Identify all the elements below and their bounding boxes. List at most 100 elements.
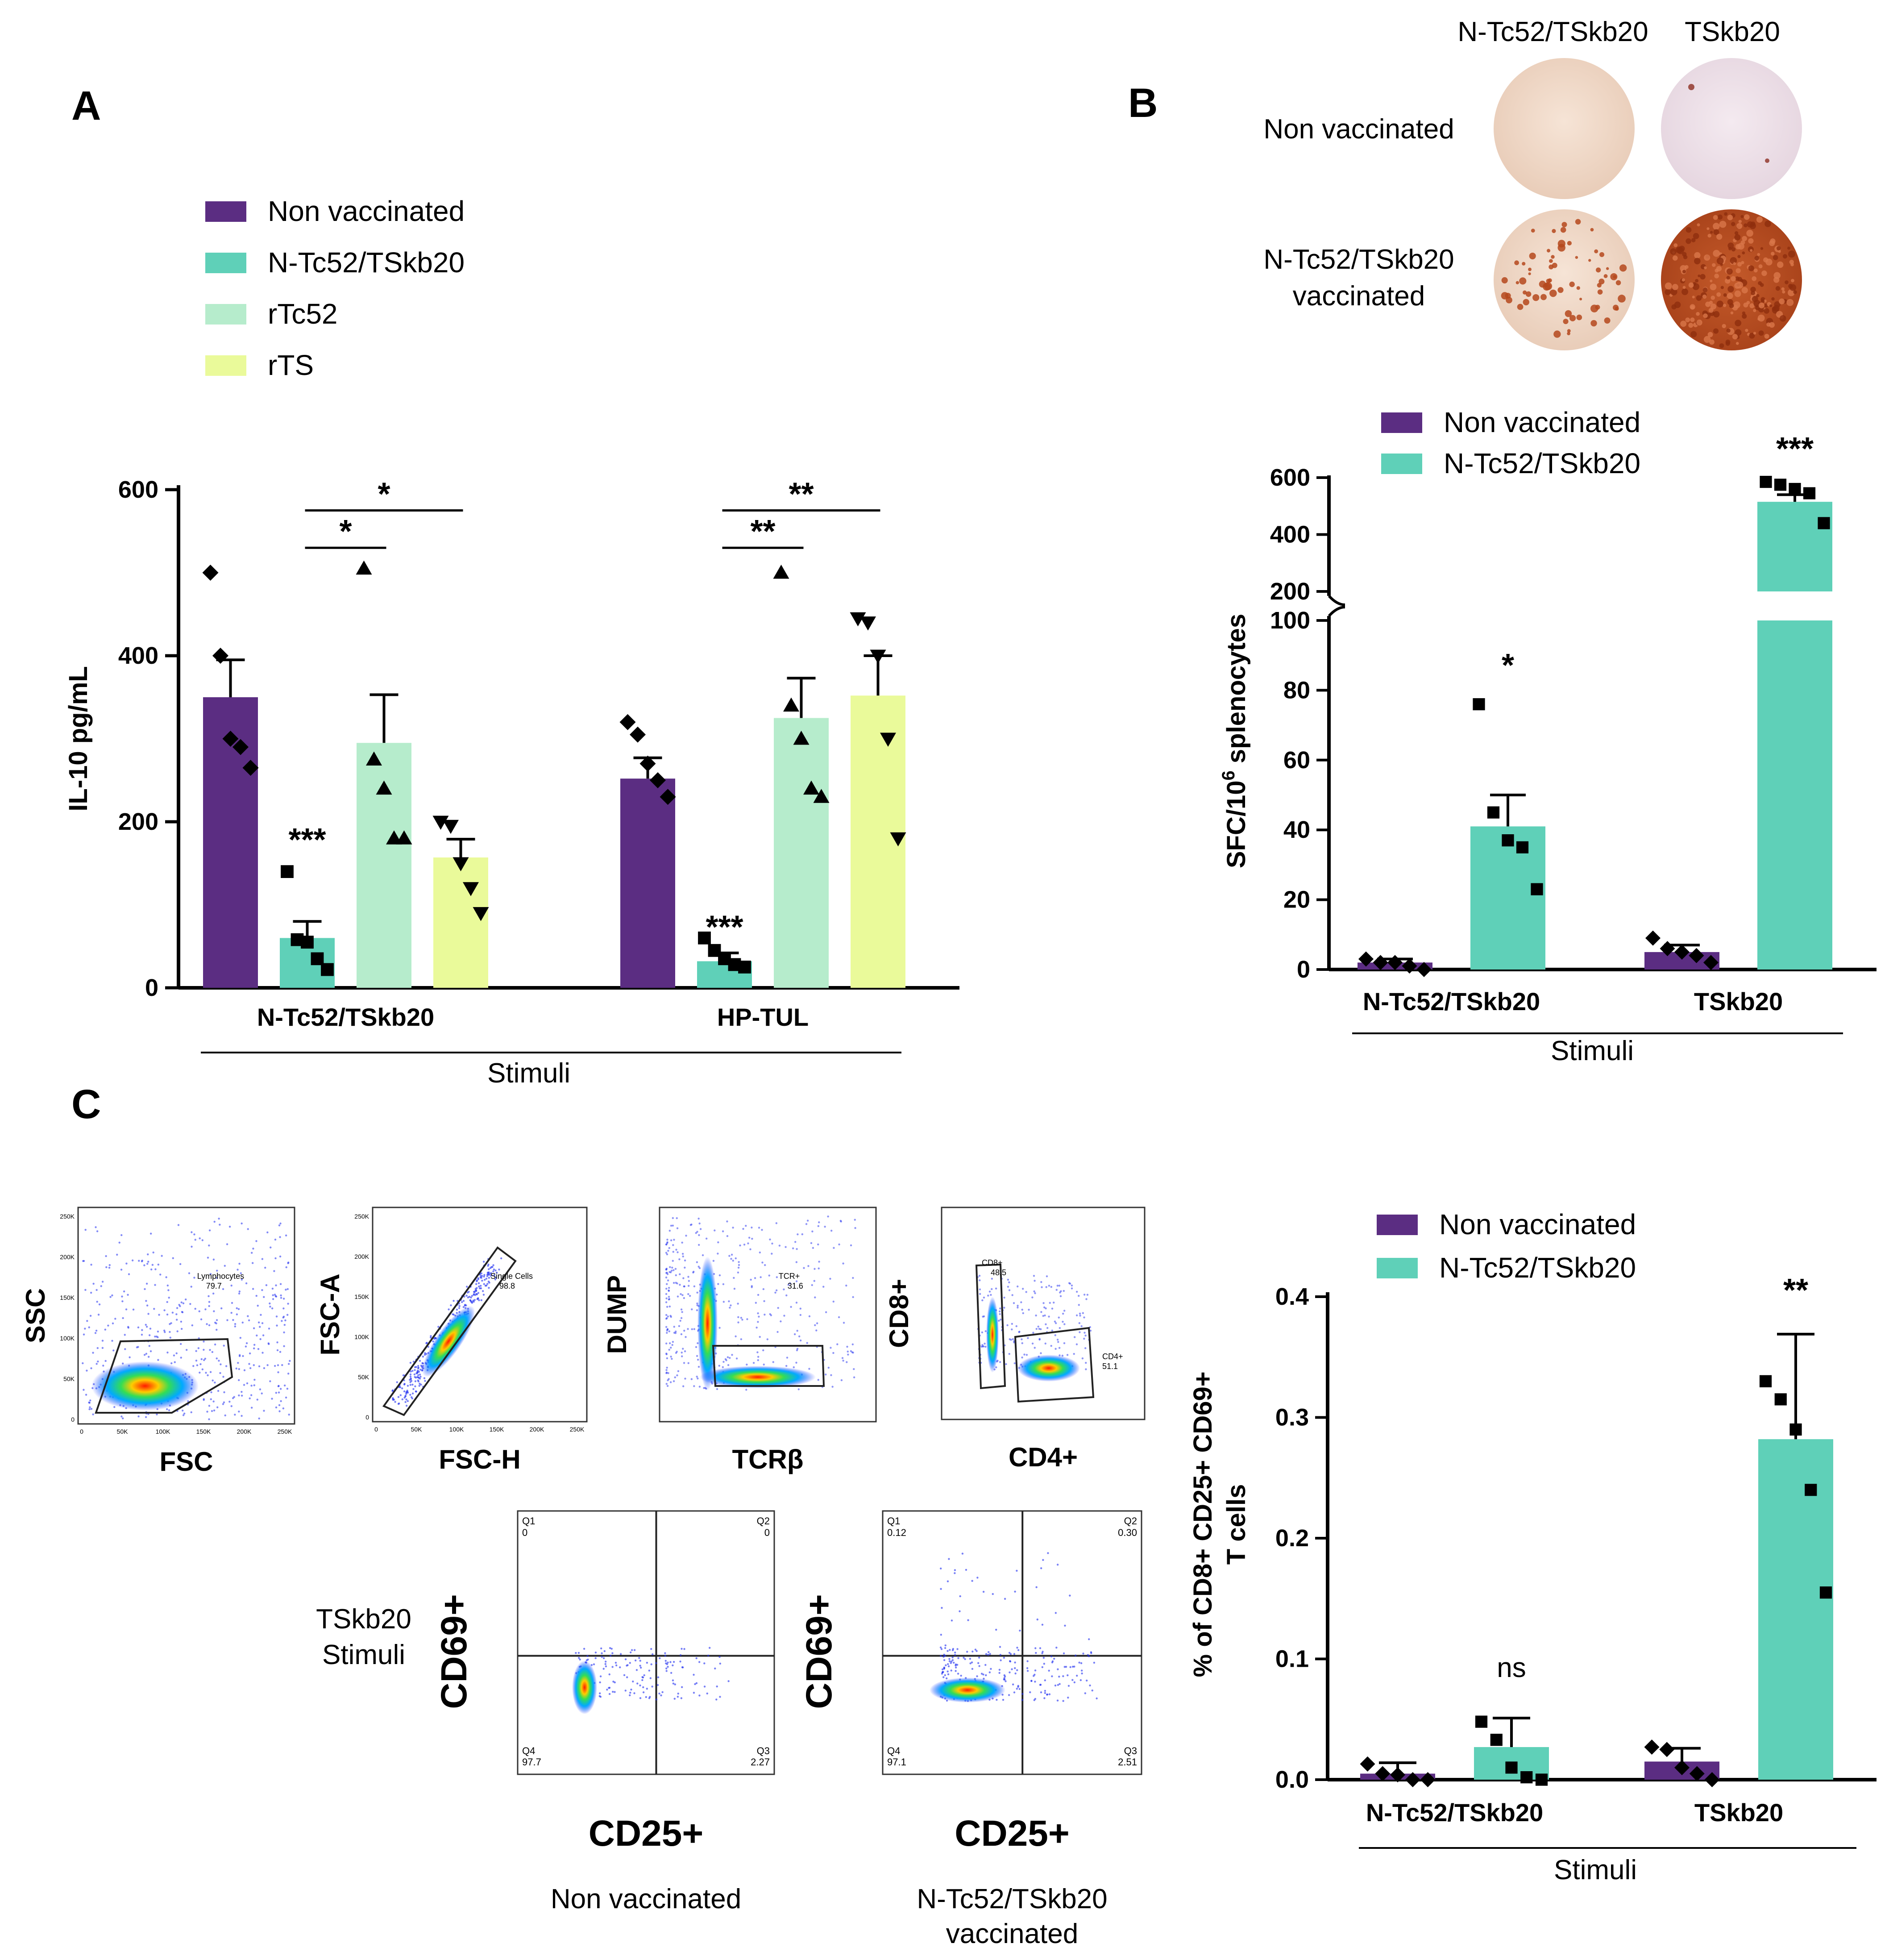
data-point <box>1505 1761 1518 1774</box>
elispot-spot <box>1746 301 1750 305</box>
flow-event <box>674 1268 677 1270</box>
elispot-spot <box>1725 278 1731 284</box>
flow-event <box>1048 1693 1051 1695</box>
flow-event <box>1085 1679 1088 1682</box>
flow-event <box>111 1340 113 1342</box>
significance-marker: ** <box>1783 1273 1808 1308</box>
flow-event <box>138 1260 140 1262</box>
flow-event <box>279 1388 282 1390</box>
elispot-spots-dense <box>1665 212 1797 348</box>
flow-event <box>477 1277 479 1279</box>
flow-event <box>166 1284 169 1287</box>
flow-event <box>634 1659 637 1662</box>
flow-event <box>1009 1671 1011 1673</box>
flow-event <box>105 1255 107 1257</box>
flow-event <box>458 1305 461 1307</box>
data-point <box>281 865 294 878</box>
flow-event <box>799 1339 802 1342</box>
flow-event <box>995 1628 997 1631</box>
flow-event <box>145 1326 148 1328</box>
flow-event <box>83 1389 85 1391</box>
elispot-spot <box>1576 286 1580 290</box>
flow-event <box>259 1388 262 1390</box>
flow-event <box>249 1352 251 1355</box>
flow-event <box>222 1288 224 1290</box>
elispot-spot <box>1522 262 1526 266</box>
elispot-spot <box>1557 287 1564 293</box>
elispot-spot <box>1724 212 1728 216</box>
flow-event <box>278 1224 281 1227</box>
flow-event <box>1003 1656 1005 1659</box>
flow-event <box>799 1307 801 1310</box>
elispot-spot <box>1704 254 1710 261</box>
flow-event <box>735 1357 738 1360</box>
flow-event <box>639 1684 641 1687</box>
elispot-spot <box>1597 289 1603 295</box>
elispot-spot <box>1717 214 1723 220</box>
flow-event <box>1088 1638 1090 1640</box>
flow-y-tick: 100K <box>60 1335 75 1342</box>
flow-event <box>680 1333 683 1336</box>
data-point <box>773 565 789 579</box>
flow-event <box>666 1366 668 1369</box>
flow-event <box>402 1374 405 1377</box>
elispot-spot <box>1713 223 1720 230</box>
flow-event <box>86 1320 88 1322</box>
flow-y-tick: 50K <box>63 1375 75 1382</box>
flow-event <box>814 1296 816 1298</box>
flow-event <box>265 1284 268 1286</box>
flow-event <box>157 1359 159 1361</box>
flow-event <box>626 1676 628 1678</box>
flow-event <box>845 1284 847 1287</box>
flow-event <box>158 1314 160 1316</box>
flow-event <box>277 1371 279 1373</box>
data-point <box>432 816 449 830</box>
elispot-spot <box>1716 233 1723 240</box>
flow-event <box>283 1384 286 1387</box>
elispot-spot <box>1709 300 1713 305</box>
flow-event <box>670 1224 673 1227</box>
flow-event <box>107 1324 109 1327</box>
quadrant-y-label: CD69+ <box>434 1594 474 1709</box>
flow-event <box>1034 1347 1036 1349</box>
flow-event <box>665 1352 668 1355</box>
elispot-spot <box>1546 279 1551 283</box>
flow-event <box>577 1652 580 1654</box>
flow-event <box>999 1361 1001 1363</box>
flow-event <box>698 1234 700 1236</box>
quadrant-caption-2: vaccinated <box>946 1918 1078 1949</box>
flow-event <box>263 1296 265 1298</box>
flow-event <box>836 1343 839 1345</box>
data-point <box>718 952 731 965</box>
flow-event <box>683 1362 685 1364</box>
flow-event <box>1011 1294 1013 1296</box>
flow-event <box>609 1654 612 1657</box>
legend-label-1: Non vaccinated <box>1444 406 1640 438</box>
flow-events <box>939 1552 1098 1702</box>
flow-event <box>255 1240 257 1242</box>
flow-event <box>598 1695 601 1697</box>
flow-event <box>594 1657 597 1660</box>
flow-event <box>959 1595 961 1598</box>
flow-event <box>594 1651 597 1654</box>
flow-event <box>745 1224 747 1227</box>
flow-event <box>490 1275 492 1277</box>
flow-event <box>1086 1294 1089 1296</box>
flow-event <box>473 1301 475 1303</box>
flow-event <box>208 1244 210 1247</box>
flow-event <box>481 1279 483 1282</box>
flow-event <box>947 1665 950 1668</box>
flow-event <box>264 1266 266 1269</box>
flow-event <box>282 1315 285 1318</box>
flow-event <box>271 1398 273 1400</box>
flow-x-label: FSC <box>160 1447 213 1477</box>
elispot-spot <box>1713 328 1719 334</box>
flow-event <box>981 1344 984 1346</box>
flow-event <box>226 1319 228 1321</box>
flow-event <box>282 1298 285 1300</box>
flow-event <box>84 1327 86 1330</box>
legend-label-2: N-Tc52/TSkb20 <box>1439 1252 1636 1284</box>
elispot-spot <box>1693 233 1699 239</box>
flow-event <box>961 1552 964 1555</box>
flow-event <box>194 1239 196 1241</box>
